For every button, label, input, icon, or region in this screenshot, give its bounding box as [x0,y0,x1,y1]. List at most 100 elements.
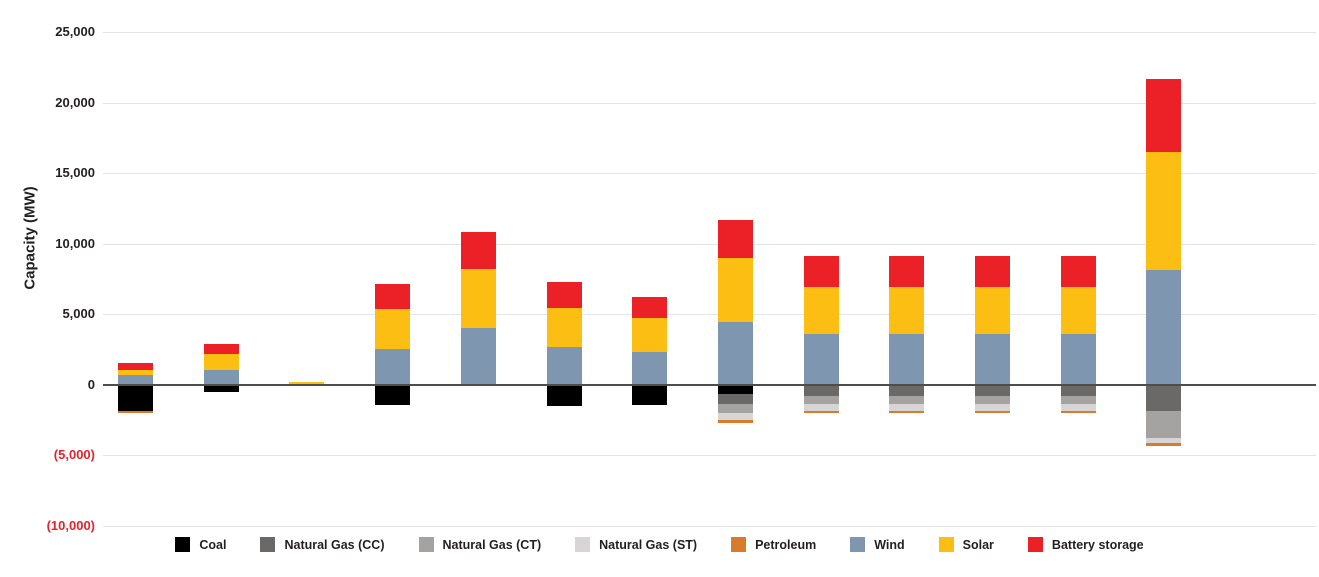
bar-12-wind [1060,334,1096,385]
y-tick-label-25,000: 25,000 [55,24,95,39]
bar-7-wind [632,352,668,385]
bar-7-coal [632,384,668,405]
legend-swatch-natural-gas-ct [418,537,434,552]
bar-2-solar [203,354,239,371]
bar-13-petroleum [1146,443,1182,446]
bar-11-battery-storage [975,256,1010,288]
legend-item-natural-gas-ct: Natural Gas (CT) [418,537,542,552]
bar-13-natural-gas-st [1146,438,1182,443]
legend-item-wind: Wind [850,537,905,552]
bar-7-solar [632,317,668,353]
legend-label-natural-gas-cc: Natural Gas (CC) [284,537,385,552]
bar-2-wind [203,370,239,385]
y-tick-label-0: 0 [87,376,95,392]
bar-10-solar [889,287,925,335]
legend-label-battery-storage: Battery storage [1051,537,1144,552]
bar-8-solar [717,258,753,323]
bar-7-battery-storage [632,297,668,318]
bar-6-wind [546,347,582,385]
bar-5-battery-storage [460,232,496,269]
bar-13-natural-gas-ct [1146,410,1182,439]
legend-label-solar: Solar [962,537,994,552]
legend-swatch-natural-gas-cc [260,537,276,552]
bar-9-natural-gas-ct [803,396,839,405]
legend-item-solar: Solar [938,537,994,552]
gridline-15000 [103,173,1316,174]
legend-item-petroleum: Petroleum [731,537,816,552]
y-tick-label-20,000: 20,000 [55,94,95,110]
bar-12-solar [1060,287,1096,335]
gridline--10000 [103,525,1316,527]
bar-13-battery-storage [1146,78,1182,152]
bar-10-battery-storage [889,256,925,288]
legend-label-petroleum: Petroleum [755,537,817,552]
legend-label-coal: Coal [199,537,227,552]
bar-8-natural-gas-cc [717,393,753,404]
bar-11-solar [975,287,1010,335]
legend-item-battery-storage: Battery storage [1027,537,1144,552]
legend-label-natural-gas-ct: Natural Gas (CT) [442,537,542,552]
gridline--5000 [103,455,1316,456]
bar-2-battery-storage [203,344,239,355]
bar-10-natural-gas-cc [889,384,925,397]
bar-13-solar [1146,151,1182,270]
bar-2-coal [203,384,239,392]
bar-9-natural-gas-st [803,404,839,412]
legend-swatch-natural-gas-st [575,537,591,552]
bar-1-petroleum [118,410,153,414]
bar-5-wind [460,328,496,385]
legend-label-wind: Wind [874,537,905,552]
y-tick-label-(10,000): (10,000) [46,517,95,533]
bar-8-battery-storage [717,220,753,259]
y-tick-label-15,000: 15,000 [55,165,95,180]
legend-item-coal: Coal [175,537,226,552]
bar-1-wind [118,375,153,385]
bar-10-wind [889,334,925,385]
bar-13-natural-gas-cc [1146,384,1182,411]
bar-12-natural-gas-cc [1060,384,1096,397]
gridline-25000 [103,32,1316,33]
bar-8-petroleum [717,420,753,423]
y-tick-label-5,000: 5,000 [62,306,95,321]
bar-9-natural-gas-cc [803,384,839,397]
gridline-10000 [103,243,1316,245]
bar-12-petroleum [1060,411,1096,414]
legend-item-natural-gas-st: Natural Gas (ST) [575,537,697,552]
legend-swatch-petroleum [731,537,747,552]
legend: Coal Natural Gas (CC) Natural Gas (CT) Natu… [0,537,1319,552]
bar-9-battery-storage [803,256,839,288]
legend-label-natural-gas-st: Natural Gas (ST) [599,537,698,552]
bar-8-natural-gas-st [717,412,753,421]
legend-swatch-battery-storage [1027,537,1043,552]
bar-1-coal [118,384,153,411]
bar-11-petroleum [975,411,1010,414]
bar-4-coal [375,384,411,405]
gridline-5000 [103,314,1316,315]
legend-item-natural-gas-cc: Natural Gas (CC) [260,537,385,552]
bar-10-natural-gas-ct [889,396,925,405]
bar-9-solar [803,287,839,335]
bar-11-natural-gas-ct [975,396,1010,405]
y-tick-label-(5,000): (5,000) [53,447,95,462]
bar-3-solar [289,381,325,385]
bar-1-battery-storage [118,362,153,370]
bar-12-natural-gas-ct [1060,396,1096,405]
bar-5-solar [460,268,496,329]
bar-11-natural-gas-cc [975,384,1010,397]
bar-9-wind [803,334,839,385]
zero-axis-line [103,383,1316,386]
bar-1-solar [118,369,153,376]
bar-11-wind [975,334,1010,385]
bar-4-battery-storage [375,283,411,310]
bar-6-coal [546,384,582,406]
bar-6-solar [546,307,582,348]
bar-11-natural-gas-st [975,404,1010,412]
bar-6-battery-storage [546,282,582,308]
bar-8-coal [717,384,753,394]
legend-swatch-coal [175,537,191,552]
legend-swatch-wind [850,537,866,552]
bar-4-wind [375,349,411,385]
bar-12-battery-storage [1060,256,1096,288]
y-tick-label-10,000: 10,000 [55,235,95,251]
